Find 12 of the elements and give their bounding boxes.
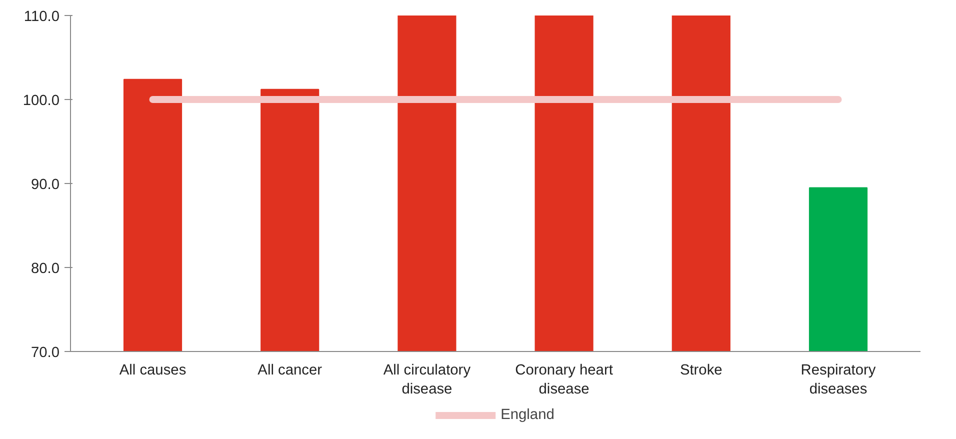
x-tick-label: All cancer (258, 362, 322, 378)
x-tick-label: All circulatory disease (383, 362, 472, 398)
x-tick-label: Coronary heart disease (515, 362, 613, 398)
legend-label: England (500, 407, 554, 423)
y-tick-label: 80.0 (30, 261, 60, 277)
x-tick-label: All causes (119, 362, 186, 378)
y-tick-label: 70.0 (30, 345, 60, 361)
y-tick-label: 100.0 (22, 93, 60, 109)
y-tick-label: 90.0 (30, 177, 60, 193)
y-tick-label: 110.0 (24, 9, 60, 25)
x-tick-label: Stroke (680, 362, 722, 378)
x-tick-label: Respiratory diseases (800, 362, 876, 398)
